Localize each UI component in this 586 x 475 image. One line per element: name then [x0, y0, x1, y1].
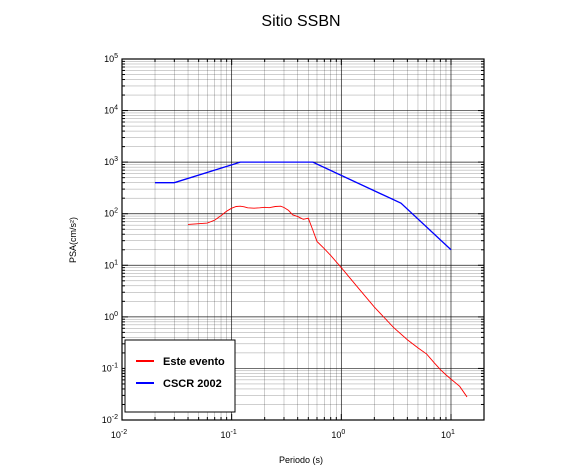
y-tick-label: 102	[104, 208, 118, 219]
y-tick-label: 101	[104, 259, 118, 270]
y-tick-label: 103	[104, 156, 118, 167]
x-tick-label: 10-1	[221, 429, 237, 440]
x-tick-label: 10-2	[111, 429, 127, 440]
legend: Este evento CSCR 2002	[124, 339, 236, 413]
y-axis-label: PSA(cm/s²)	[68, 217, 78, 263]
legend-label-cscr-2002: CSCR 2002	[163, 378, 222, 390]
x-tick-label: 101	[441, 429, 455, 440]
y-tick-label: 100	[104, 311, 118, 322]
plot-frame	[121, 58, 485, 421]
chart-title: Sitio SSBN	[261, 13, 340, 30]
x-tick-label: 100	[331, 429, 345, 440]
x-axis-label: Periodo (s)	[279, 455, 323, 465]
axis-ticks: 10-2 10-1 100 101 10-2 10-1 100 101 102 103 104 105	[102, 53, 485, 440]
y-tick-label: 105	[104, 53, 118, 64]
legend-box	[124, 339, 236, 413]
y-tick-label: 10-1	[102, 362, 118, 373]
plot-border	[121, 58, 485, 421]
legend-label-este-evento: Este evento	[163, 356, 225, 368]
y-tick-label: 104	[104, 105, 118, 116]
chart-series	[155, 161, 468, 398]
series-line-cscr-2002	[155, 161, 452, 251]
series-line-este-evento	[187, 205, 468, 398]
y-tick-label: 10-2	[102, 414, 118, 425]
